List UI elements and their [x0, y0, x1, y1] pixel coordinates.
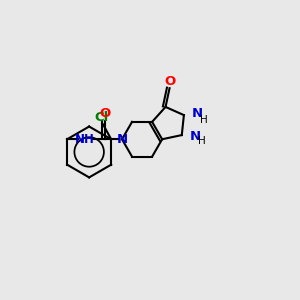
Text: H: H — [198, 136, 206, 146]
Text: N: N — [116, 133, 128, 146]
Text: H: H — [200, 115, 208, 125]
Text: Cl: Cl — [95, 111, 109, 124]
Text: O: O — [99, 107, 110, 120]
Text: N: N — [189, 130, 200, 143]
Text: N: N — [192, 107, 203, 120]
Text: NH: NH — [75, 133, 94, 146]
Text: O: O — [165, 75, 176, 88]
